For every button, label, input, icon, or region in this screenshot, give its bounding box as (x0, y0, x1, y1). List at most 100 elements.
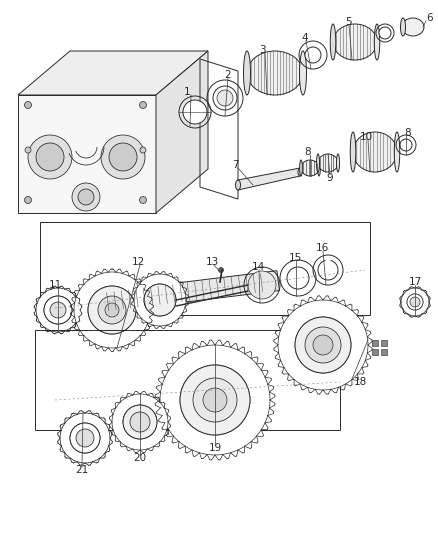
Circle shape (144, 284, 176, 316)
Polygon shape (100, 271, 279, 312)
Text: 18: 18 (353, 377, 366, 387)
Polygon shape (237, 168, 299, 190)
Bar (380, 340, 386, 346)
Circle shape (123, 405, 157, 439)
Text: 20: 20 (133, 453, 146, 463)
Ellipse shape (235, 180, 240, 190)
Text: 17: 17 (407, 277, 420, 287)
Circle shape (216, 90, 233, 106)
Circle shape (140, 147, 146, 153)
Circle shape (202, 388, 226, 412)
Circle shape (134, 274, 186, 326)
Ellipse shape (336, 154, 339, 172)
Text: 14: 14 (251, 262, 264, 272)
Circle shape (400, 288, 428, 316)
Ellipse shape (247, 51, 302, 95)
Ellipse shape (393, 132, 399, 172)
Circle shape (123, 405, 157, 439)
Circle shape (139, 101, 146, 109)
Circle shape (60, 413, 110, 463)
Circle shape (378, 27, 390, 39)
Circle shape (25, 197, 32, 204)
Circle shape (406, 294, 422, 310)
Text: 13: 13 (205, 257, 218, 267)
Circle shape (399, 139, 411, 151)
Circle shape (277, 300, 367, 390)
Text: 16: 16 (314, 243, 328, 253)
Circle shape (74, 272, 150, 348)
Ellipse shape (300, 160, 318, 176)
Text: 3: 3 (258, 45, 265, 55)
Circle shape (193, 378, 237, 422)
Circle shape (144, 284, 176, 316)
Text: 10: 10 (359, 132, 372, 142)
Circle shape (304, 47, 320, 63)
Circle shape (159, 345, 269, 455)
Ellipse shape (317, 154, 337, 172)
Circle shape (406, 294, 422, 310)
Text: 6: 6 (426, 13, 432, 23)
Circle shape (88, 286, 136, 334)
Circle shape (409, 297, 419, 307)
Text: 8: 8 (304, 147, 311, 157)
Text: 8: 8 (404, 128, 410, 138)
Circle shape (76, 429, 94, 447)
Circle shape (25, 147, 31, 153)
Ellipse shape (317, 160, 320, 176)
Circle shape (25, 101, 32, 109)
Ellipse shape (332, 24, 376, 60)
Ellipse shape (243, 51, 250, 95)
Text: 9: 9 (326, 173, 332, 183)
Circle shape (218, 268, 223, 272)
Circle shape (50, 302, 66, 318)
Circle shape (286, 267, 308, 289)
Circle shape (112, 394, 168, 450)
Bar (371, 340, 377, 346)
Circle shape (70, 423, 100, 453)
Circle shape (183, 100, 207, 124)
Polygon shape (18, 51, 208, 95)
Bar (380, 349, 386, 355)
Text: 15: 15 (288, 253, 301, 263)
Circle shape (78, 189, 94, 205)
Text: 21: 21 (75, 465, 88, 475)
Text: 7: 7 (231, 160, 238, 170)
Ellipse shape (299, 160, 302, 176)
Circle shape (317, 260, 337, 280)
Bar (371, 349, 377, 355)
Circle shape (139, 197, 146, 204)
Circle shape (88, 286, 136, 334)
Circle shape (109, 143, 137, 171)
Ellipse shape (299, 51, 306, 95)
Polygon shape (18, 95, 155, 213)
Circle shape (36, 288, 80, 332)
Circle shape (180, 365, 249, 435)
Text: 12: 12 (131, 257, 144, 267)
Circle shape (44, 296, 72, 324)
Circle shape (294, 317, 350, 373)
Polygon shape (155, 51, 208, 213)
Text: 19: 19 (208, 443, 221, 453)
Text: 5: 5 (345, 17, 352, 27)
Ellipse shape (352, 132, 396, 172)
Text: 1: 1 (183, 87, 190, 97)
Circle shape (36, 143, 64, 171)
Circle shape (251, 275, 272, 295)
Ellipse shape (401, 18, 423, 36)
Ellipse shape (316, 154, 319, 172)
Circle shape (294, 317, 350, 373)
Circle shape (28, 135, 72, 179)
Circle shape (304, 327, 340, 363)
Ellipse shape (297, 168, 301, 176)
Wedge shape (324, 257, 331, 270)
Circle shape (98, 296, 126, 324)
Text: 2: 2 (224, 70, 231, 80)
Text: 4: 4 (301, 33, 307, 43)
Circle shape (312, 335, 332, 355)
Circle shape (212, 86, 237, 110)
Text: 11: 11 (48, 280, 61, 290)
Circle shape (70, 423, 100, 453)
Circle shape (72, 183, 100, 211)
Circle shape (101, 135, 145, 179)
Ellipse shape (374, 24, 379, 60)
